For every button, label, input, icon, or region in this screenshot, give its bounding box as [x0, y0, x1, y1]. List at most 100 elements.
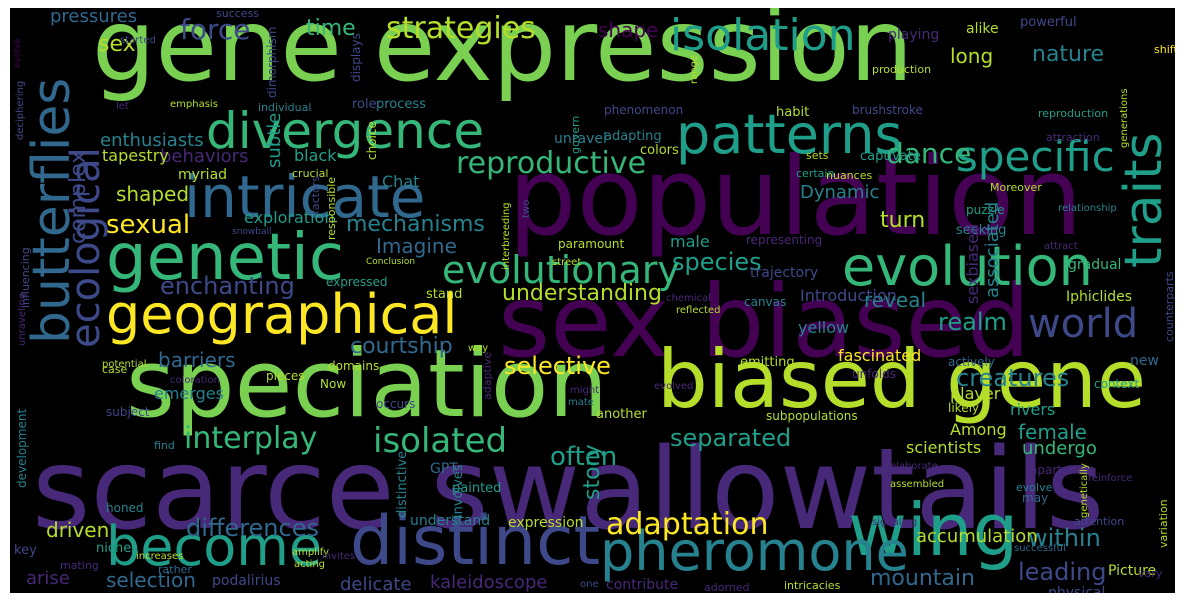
word-scientists: scientists — [906, 438, 982, 457]
word-mate: mate — [568, 397, 594, 408]
word-cloud: gene expression population scarce swallo… — [10, 8, 1175, 593]
word-creatures: creatures — [956, 364, 1070, 392]
word-moreover: Moreover — [990, 181, 1042, 194]
word-intricate: intricate — [184, 163, 426, 231]
word-involves: involves — [451, 464, 466, 518]
word-acting: acting — [294, 559, 326, 570]
word-way: way — [468, 343, 489, 354]
word-understand: understand — [410, 513, 491, 529]
word-sex: sex — [98, 32, 136, 57]
word-yellow: yellow — [798, 318, 850, 337]
word-evolution: evolution — [842, 235, 1093, 298]
word-range: range — [689, 54, 700, 84]
word-choice: choice — [365, 121, 379, 160]
word-story: story — [580, 444, 605, 500]
word-elaborate: elaborate — [890, 461, 938, 472]
word-scarce-swallowtails: scarce swallowtails — [32, 425, 1105, 555]
word-dynamic: Dynamic — [800, 182, 880, 203]
word-shaped: shaped — [116, 182, 190, 206]
word-playing: playing — [888, 27, 940, 43]
word-started: started — [120, 35, 156, 46]
word-exploration: exploration — [244, 208, 335, 227]
word-unfolds: unfolds — [852, 367, 896, 381]
word-adorned: adorned — [704, 581, 750, 593]
word-another: another — [596, 407, 647, 422]
word-attention: attention — [1074, 515, 1125, 528]
word-female: female — [1018, 420, 1087, 444]
word-interplay: interplay — [184, 421, 318, 456]
word-reproductive: reproductive — [456, 146, 647, 181]
word-case: case — [102, 363, 128, 376]
word-emitting: emitting — [740, 355, 795, 370]
word-podalirius: podalirius — [212, 573, 281, 589]
word-sets: sets — [806, 149, 829, 162]
word-adaptation: adaptation — [606, 507, 769, 542]
word-player: player — [950, 384, 1001, 403]
word-colors: colors — [640, 143, 679, 158]
word-selection: selection — [106, 568, 196, 592]
word-phenomenon: phenomenon — [604, 103, 684, 117]
word-paramount: paramount — [558, 237, 625, 251]
word-gene-expression: gene expression — [92, 8, 914, 104]
word-unravel: unravel — [554, 131, 607, 147]
word-become: become — [106, 515, 323, 578]
word-relationship: relationship — [1058, 203, 1117, 214]
word-actively: actively — [948, 355, 995, 369]
word-evolutionary: evolutionary — [442, 248, 680, 292]
word-among: Among — [950, 420, 1007, 439]
word-expression: expression — [508, 515, 584, 531]
word-increases: increases — [136, 551, 184, 562]
word-introduction: Introduction — [800, 286, 897, 305]
word-biased-gene: biased gene — [657, 333, 1147, 426]
word-potential: potential — [102, 359, 147, 370]
word-picture: Picture — [1108, 563, 1157, 579]
word-dimorphism: dimorphism — [265, 26, 279, 98]
word-pheromone: pheromone — [600, 520, 909, 583]
word-interbreeding: interbreeding — [501, 202, 512, 270]
word-differences: differences — [186, 514, 319, 542]
word-development: development — [15, 408, 29, 488]
word-intricacies: intricacies — [784, 579, 841, 592]
word-genetic: genetic — [106, 221, 344, 295]
word-rivers: rivers — [1010, 400, 1056, 419]
word-deciphering: deciphering — [15, 80, 26, 140]
word-within: within — [1028, 524, 1101, 552]
word-vary: vary — [1138, 567, 1163, 580]
word-pressures: pressures — [50, 8, 138, 27]
word-variation: variation — [1157, 499, 1170, 548]
word-mountain: mountain — [870, 566, 975, 591]
word-adaptive: adaptive — [481, 351, 494, 400]
word-now: Now — [320, 377, 347, 391]
word-emphasis: emphasis — [170, 99, 218, 110]
word-factors: factors — [309, 176, 322, 214]
word-gradual: gradual — [1068, 257, 1122, 273]
word-one: one — [580, 579, 599, 590]
word-accumulation: accumulation — [916, 526, 1038, 547]
word-subtle: subtle — [264, 112, 285, 168]
word-evolve: evolve — [1016, 481, 1053, 494]
word-shape: shape — [598, 18, 659, 42]
word-male: male — [670, 232, 710, 251]
word-chemical: chemical — [666, 293, 711, 304]
word-physical: physical — [1048, 585, 1106, 593]
word-role: role — [352, 97, 377, 112]
word-crucial: crucial — [292, 167, 329, 180]
word-evolution-vertical: evolve — [13, 38, 23, 68]
word-species: species — [672, 248, 762, 276]
word-associated: associated — [982, 201, 1003, 298]
word-contribute: contribute — [606, 577, 679, 593]
word-alike: alike — [966, 21, 999, 37]
word-domains: domains — [328, 359, 380, 373]
word-representing: representing — [746, 233, 823, 247]
word-successful: successful — [1014, 543, 1066, 554]
word-isolated: isolated — [373, 421, 508, 461]
word-responsible: responsible — [325, 176, 338, 240]
word-let: let — [116, 101, 129, 112]
word-expressed: expressed — [326, 275, 388, 289]
word-leading: leading — [1018, 558, 1107, 586]
word-turn: turn — [880, 208, 926, 233]
word-tapestry: tapestry — [102, 146, 169, 165]
word-long: long — [950, 44, 994, 68]
word-find: find — [154, 439, 175, 452]
word-two: two — [521, 199, 532, 218]
